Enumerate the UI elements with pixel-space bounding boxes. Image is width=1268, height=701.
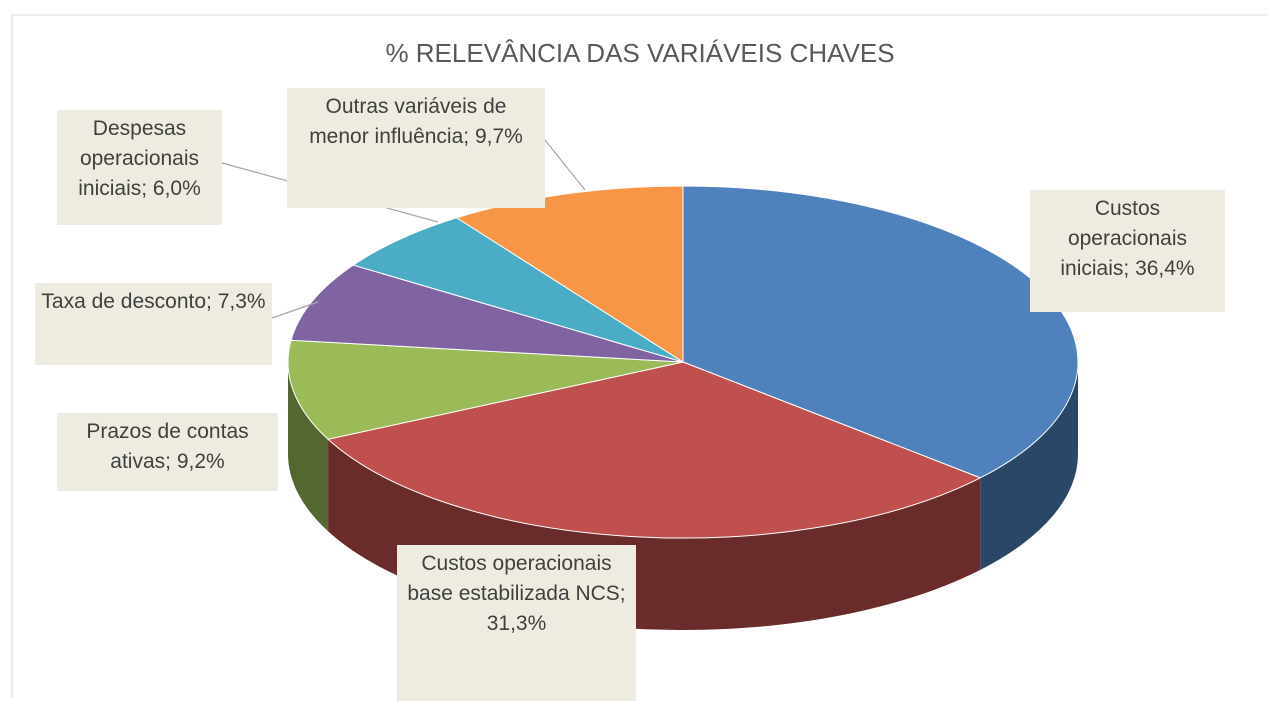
data-label: Taxa de desconto; 7,3%	[35, 283, 272, 365]
data-label: Custos operacionais base estabilizada NC…	[397, 545, 636, 701]
data-label: Prazos de contas ativas; 9,2%	[57, 413, 278, 491]
data-label: Outras variáveis de menor influência; 9,…	[287, 88, 545, 208]
leader-line	[544, 139, 586, 191]
slice-side	[288, 362, 329, 532]
chart-title: % RELEVÂNCIA DAS VARIÁVEIS CHAVES	[385, 38, 895, 68]
slice	[287, 339, 684, 440]
slice	[455, 185, 684, 363]
data-label: Custos operacionais iniciais; 36,4%	[1030, 190, 1225, 312]
chart-border	[11, 14, 1268, 698]
data-label: Despesas operacionais iniciais; 6,0%	[57, 110, 222, 225]
leader-line	[271, 301, 319, 319]
slice	[352, 217, 684, 363]
slice	[290, 264, 684, 363]
slice	[327, 361, 982, 539]
slice-side	[980, 362, 1078, 570]
